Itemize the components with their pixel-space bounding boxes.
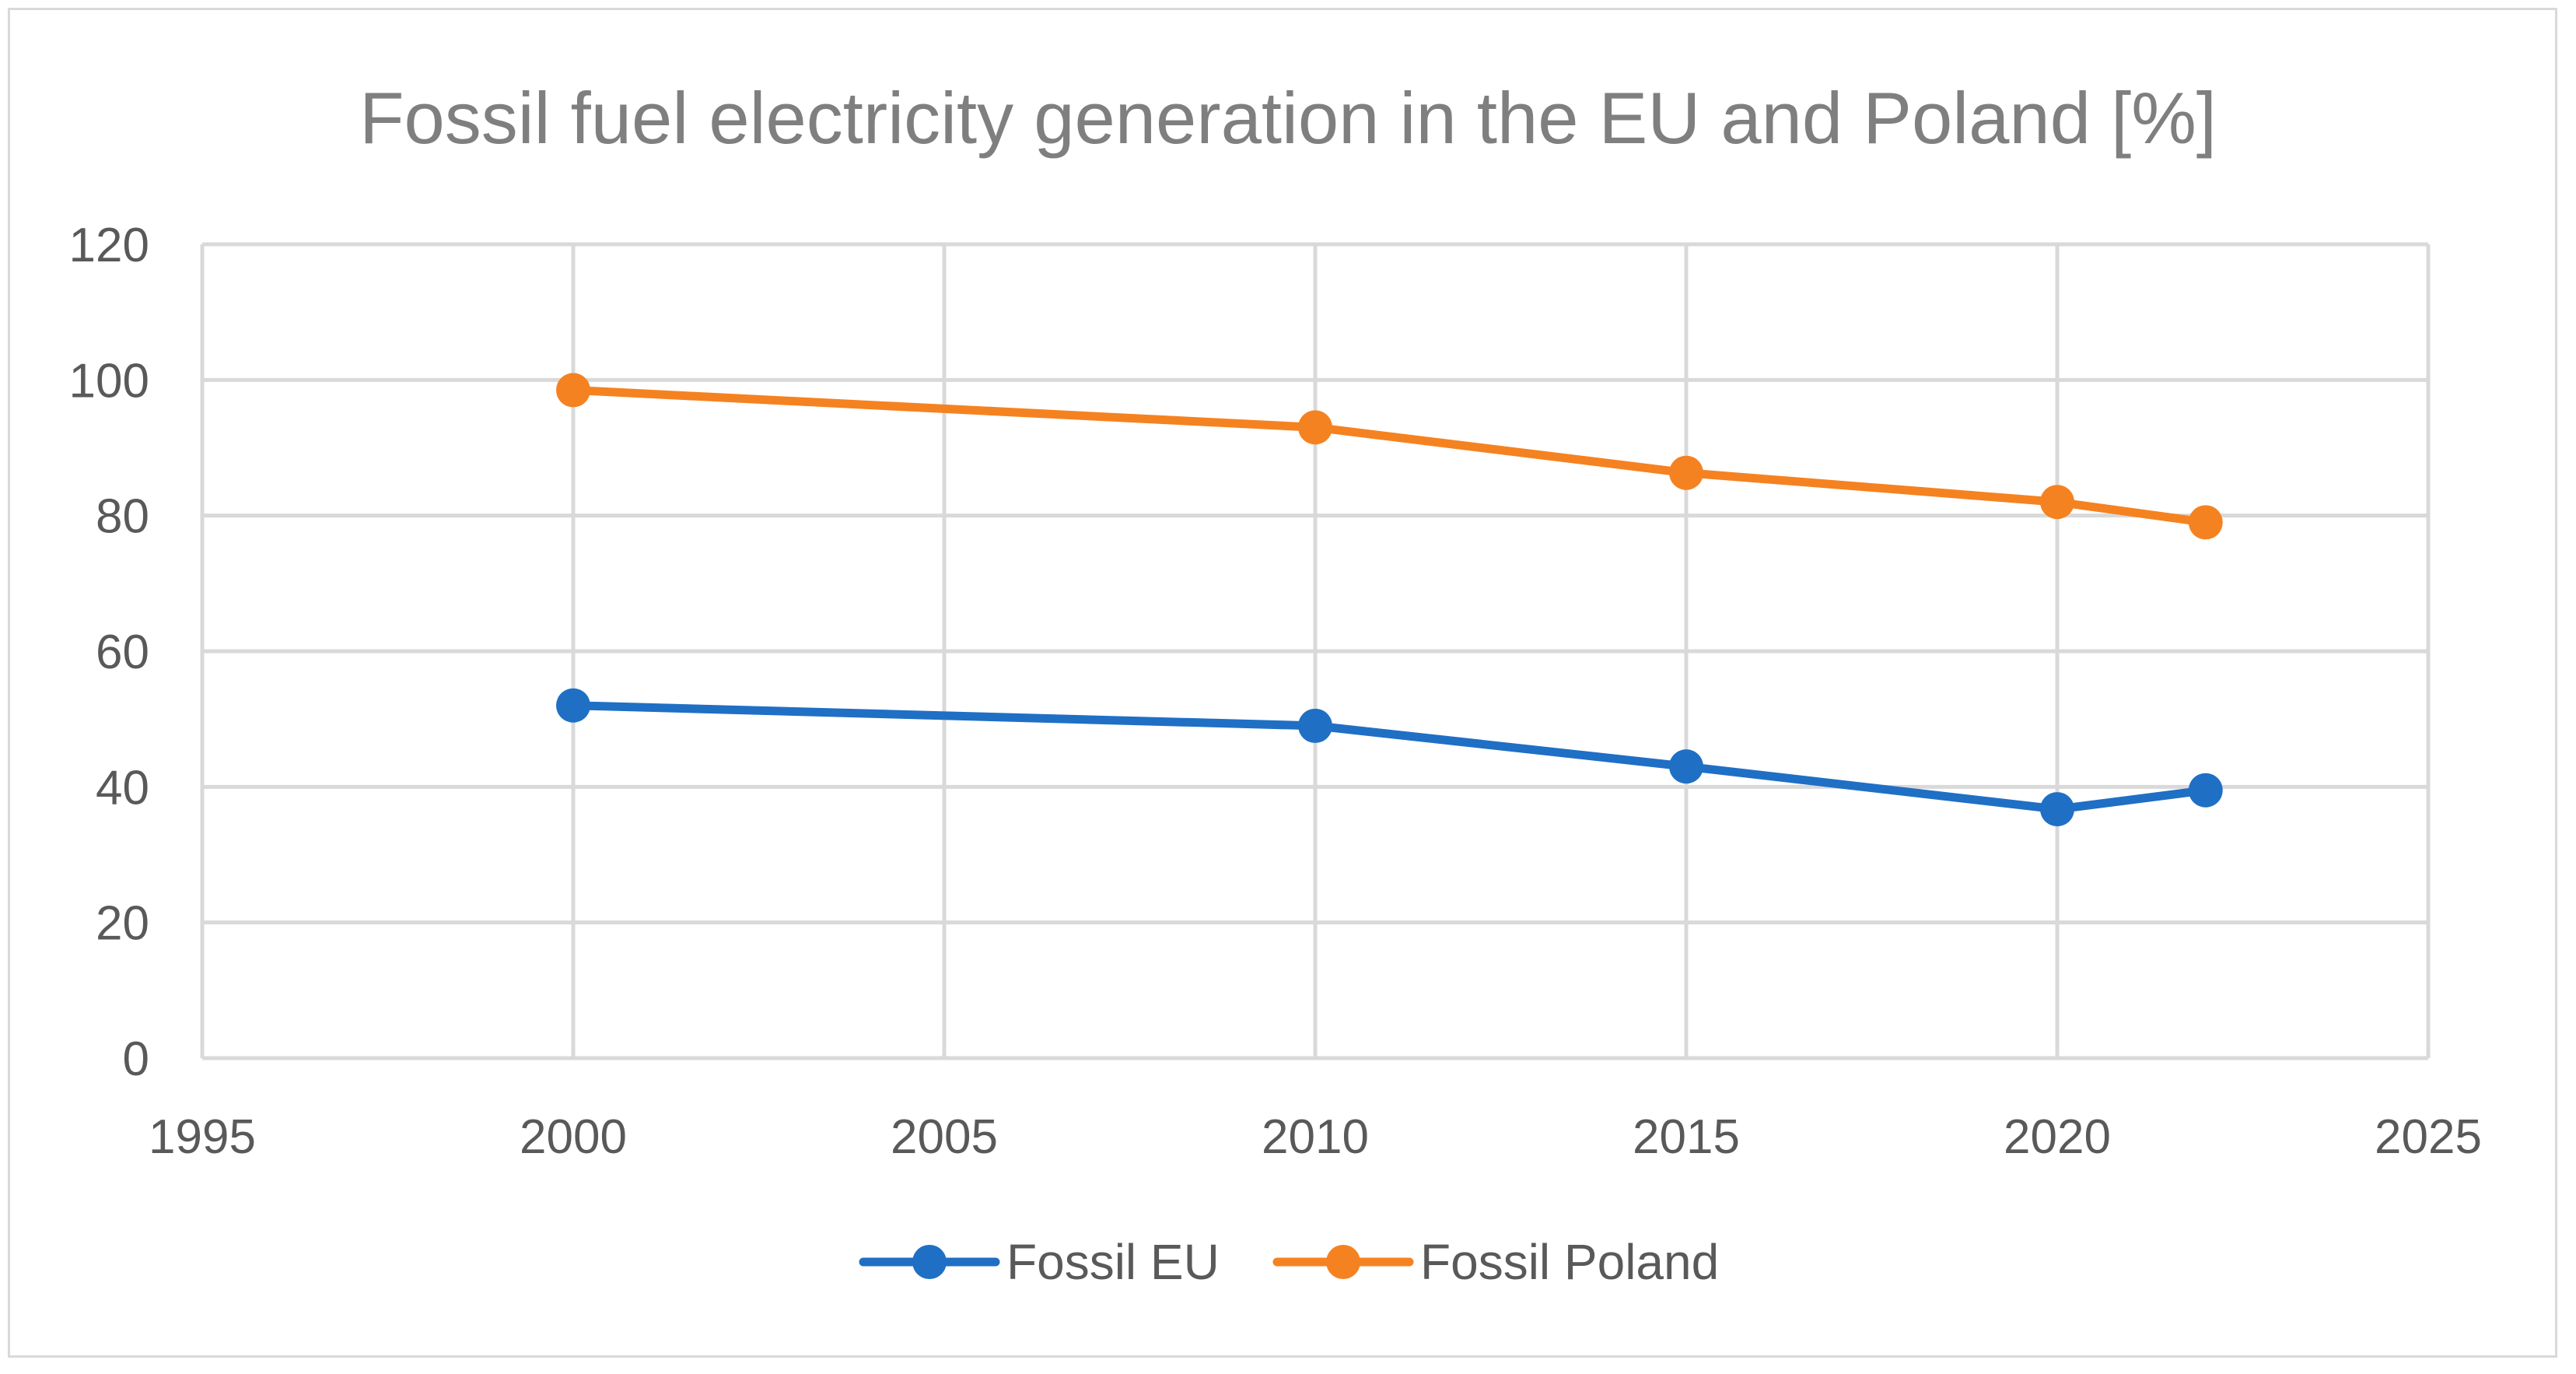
y-tick-label: 20: [96, 897, 149, 951]
data-point: [556, 688, 590, 723]
x-tick-label: 2000: [520, 1110, 627, 1164]
data-point: [2188, 773, 2223, 808]
data-point: [2040, 485, 2074, 520]
series-group: [556, 373, 2223, 827]
legend-label: Fossil Poland: [1420, 1234, 1719, 1290]
data-point: [1669, 455, 1703, 490]
series-line-1: [569, 385, 2210, 527]
data-point: [1298, 410, 1332, 445]
chart-frame: [8, 8, 2557, 1358]
x-tick-label: 2010: [1262, 1110, 1369, 1164]
legend-marker-1: [1326, 1245, 1360, 1279]
series-line-0: [569, 701, 2210, 814]
chart-title: Fossil fuel electricity generation in th…: [359, 77, 2217, 159]
x-tick-label: 2025: [2375, 1110, 2482, 1164]
y-tick-label: 0: [123, 1032, 149, 1086]
x-tick-label: 2020: [2004, 1110, 2111, 1164]
x-tick-label: 2015: [1633, 1110, 1740, 1164]
grid: [200, 242, 2431, 1060]
x-axis-ticks: 1995 2000 2005 2010 2015 2020 2025: [149, 1110, 2482, 1164]
data-point: [556, 373, 590, 408]
data-point: [1669, 749, 1703, 784]
y-axis-ticks: 0 20 40 60 80 100 120: [69, 219, 149, 1086]
y-tick-label: 120: [69, 219, 149, 272]
y-tick-label: 40: [96, 761, 149, 815]
y-tick-label: 100: [69, 354, 149, 408]
data-point: [1298, 708, 1332, 743]
legend-label: Fossil EU: [1006, 1234, 1220, 1290]
x-tick-label: 1995: [149, 1110, 256, 1164]
data-point: [2188, 505, 2223, 540]
legend: Fossil EU Fossil Poland: [859, 1234, 1719, 1290]
y-tick-label: 60: [96, 626, 149, 679]
legend-marker-0: [912, 1245, 947, 1279]
data-point: [2040, 792, 2074, 827]
y-tick-label: 80: [96, 490, 149, 544]
x-tick-label: 2005: [891, 1110, 998, 1164]
